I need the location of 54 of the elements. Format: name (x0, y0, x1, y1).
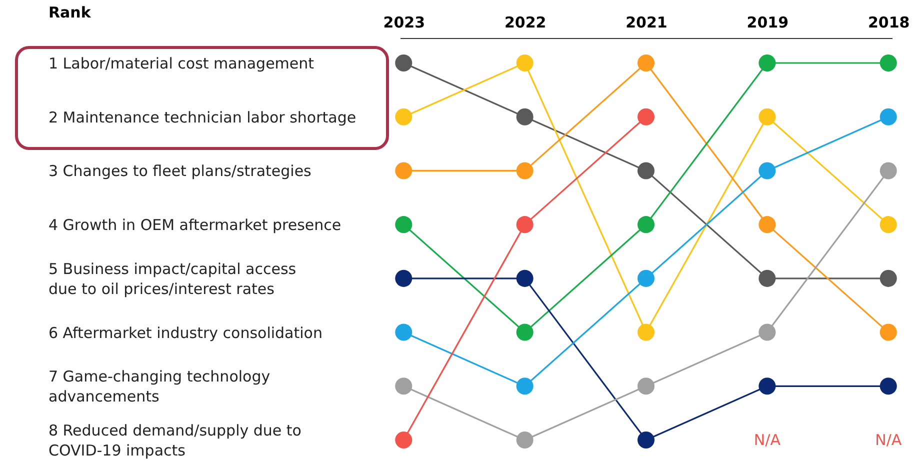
point (395, 54, 412, 72)
point (637, 270, 655, 287)
point (758, 216, 776, 234)
y-axis-title: Rank (48, 4, 92, 22)
point (516, 432, 534, 448)
point (880, 270, 897, 287)
annotation: N/A (875, 431, 902, 449)
x-tick-label: 2023 (383, 14, 426, 32)
point (880, 324, 897, 341)
x-tick-label: 2022 (504, 14, 546, 32)
point (395, 108, 412, 126)
y-tick-label: 1 Labor/material cost management (48, 54, 314, 72)
point (880, 108, 897, 126)
point (516, 270, 534, 287)
point (637, 378, 655, 395)
point (395, 216, 412, 234)
y-tick-label: 5 Business impact/capital access due to oil prices/interest rates (48, 260, 296, 298)
point (395, 162, 412, 180)
annotation: N/A (754, 431, 782, 449)
x-tick-label: 2021 (626, 14, 668, 32)
point (880, 378, 897, 395)
point (516, 216, 534, 234)
point (395, 432, 412, 448)
point (758, 270, 776, 287)
point (516, 108, 534, 126)
y-tick-label: 3 Changes to fleet plans/strategies (48, 162, 312, 180)
point (880, 216, 897, 234)
point (880, 54, 897, 72)
point (758, 378, 776, 395)
point (758, 108, 776, 126)
y-tick-label: 7 Game-changing technology advancements (48, 368, 270, 406)
point (637, 54, 655, 72)
point (880, 162, 897, 180)
point (516, 378, 534, 395)
point (637, 324, 655, 341)
point (637, 162, 655, 180)
y-tick-label: 6 Aftermarket industry consolidation (48, 324, 322, 342)
point (395, 378, 412, 395)
y-tick-label: 4 Growth in OEM aftermarket presence (48, 216, 342, 234)
point (758, 162, 776, 180)
x-tick-label: 2019 (746, 14, 789, 32)
point (395, 270, 412, 287)
point (637, 432, 655, 448)
y-tick-label: 2 Maintenance technician labor shortage (48, 108, 356, 126)
x-tick-label: 2018 (868, 14, 910, 32)
point (637, 108, 655, 126)
point (637, 216, 655, 234)
point (516, 324, 534, 341)
point (516, 162, 534, 180)
y-tick-label: 8 Reduced demand/supply due to COVID-19 impacts (48, 422, 302, 460)
point (758, 54, 776, 72)
point (516, 54, 534, 72)
point (395, 324, 412, 341)
point (758, 324, 776, 341)
